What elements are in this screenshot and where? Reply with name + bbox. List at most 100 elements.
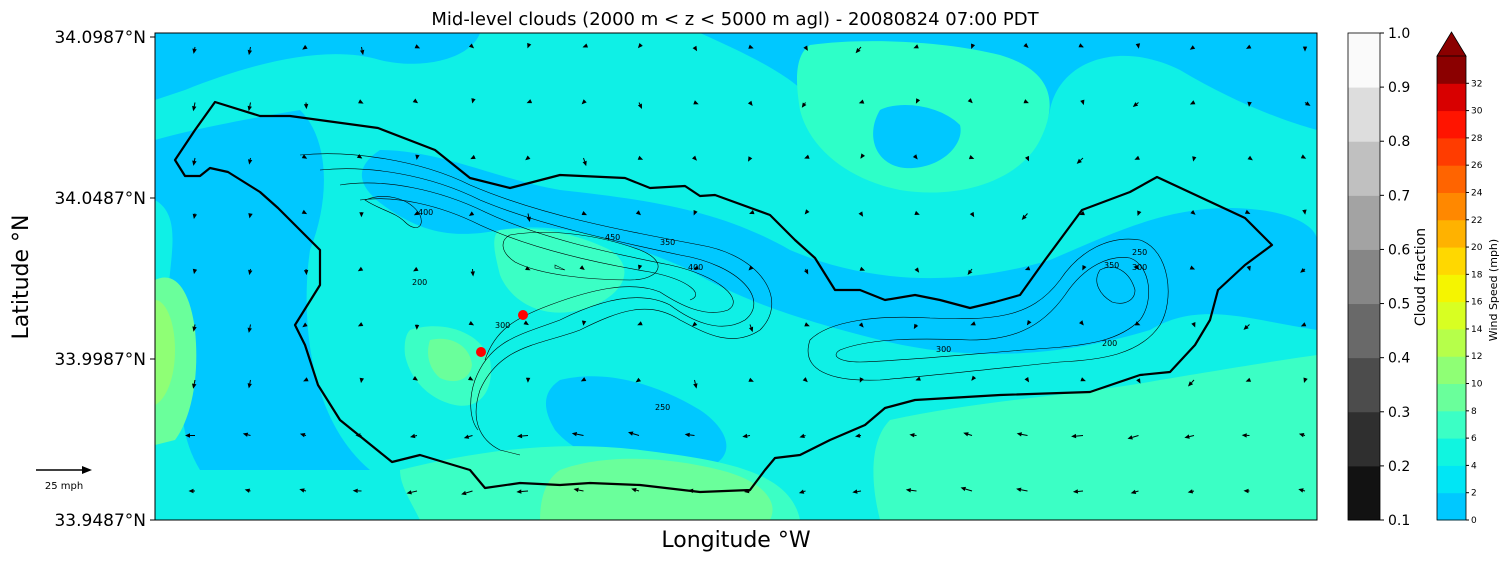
- contour-label: 300: [1132, 263, 1147, 272]
- wind-vector-head: [412, 98, 419, 104]
- wind-colorbar-tick-label: 24: [1471, 188, 1483, 198]
- cloud-colorbar-tick-label: 0.2: [1388, 459, 1410, 475]
- wind-vector: [1080, 157, 1084, 161]
- wind-vector-head: [798, 489, 805, 494]
- x-axis-label: Longitude °W: [661, 528, 810, 553]
- cloud-colorbar-tick-label: 1.0: [1388, 26, 1410, 42]
- wind-vector-head: [1079, 320, 1084, 326]
- wind-vector-head: [303, 269, 309, 276]
- wind-vector: [193, 157, 196, 162]
- wind-vector-head: [1135, 43, 1141, 49]
- wind-vector-head: [912, 154, 918, 160]
- wind-vector-head: [1189, 100, 1196, 105]
- cloud-colorbar-band: [1348, 357, 1380, 413]
- cloud-colorbar-tick-label: 0.8: [1388, 134, 1410, 150]
- wind-vector-head: [971, 43, 976, 49]
- wind-vector-head: [1082, 265, 1087, 271]
- wind-colorbar-band: [1437, 438, 1466, 466]
- wind-vector-head: [581, 99, 587, 105]
- wind-vector-head: [748, 265, 754, 271]
- cloud-colorbar-label: Cloud fraction: [1413, 228, 1429, 326]
- wind-vector-head: [526, 99, 533, 104]
- wind-vector: [1304, 102, 1307, 104]
- wind-vector-head: [748, 44, 754, 49]
- wind-vector-head: [913, 323, 919, 330]
- wind-vector: [527, 213, 530, 218]
- wind-vector: [1020, 489, 1028, 492]
- wind-vector-head: [302, 44, 308, 50]
- contour-line-350-east: [1096, 266, 1136, 304]
- wind-colorbar-band: [1437, 410, 1466, 439]
- wind-vector-head: [969, 211, 975, 218]
- wind-vector-head: [1079, 211, 1085, 216]
- wind-vector-head: [468, 376, 474, 381]
- cloud-colorbar-tick-label: 0.4: [1388, 351, 1410, 367]
- cloud-colorbar-tick-label: 0.5: [1388, 297, 1410, 313]
- contour-line-300: [339, 182, 734, 361]
- wind-vector-head: [1300, 322, 1307, 327]
- wind-vector-head: [523, 320, 529, 326]
- wind-vector-head: [967, 98, 973, 104]
- reference-vector-head: [82, 466, 92, 474]
- wind-vector-head: [799, 433, 805, 438]
- contour-label: 300: [495, 321, 510, 330]
- wind-vector-head: [693, 100, 699, 105]
- wind-vector-head: [1305, 101, 1311, 106]
- wind-vector-head: [470, 154, 476, 160]
- wind-vector: [583, 157, 586, 162]
- wind-vector-head: [1302, 209, 1307, 215]
- wind-vector: [249, 379, 251, 384]
- wind-vector-head: [742, 433, 748, 439]
- wind-vector-head: [242, 432, 249, 437]
- wind-vector-head: [1026, 320, 1032, 326]
- contour-line-400: [502, 231, 659, 281]
- wind-colorbar-band: [1437, 165, 1466, 193]
- wind-vector-head: [247, 327, 252, 333]
- wind-colorbar-tick-label: 0: [1471, 516, 1477, 526]
- wind-vector-head: [1134, 155, 1140, 160]
- wind-colorbar-tick-label: 16: [1471, 298, 1483, 308]
- y-tick-label: 34.0487°N: [54, 189, 146, 209]
- wind-vector-head: [303, 377, 309, 382]
- wind-vector-head: [968, 155, 975, 160]
- contour-labels: 400 450 350 400 200 300 250 250 350 300 …: [412, 208, 1147, 412]
- wind-vector-head: [1024, 377, 1030, 383]
- wind-vector-head: [357, 266, 364, 272]
- wind-vector-head: [748, 156, 753, 162]
- wind-vector-head: [1245, 377, 1252, 382]
- wind-vector-head: [1187, 489, 1194, 494]
- wind-vector-head: [414, 324, 420, 330]
- wind-colorbar-band: [1437, 110, 1466, 139]
- wind-vector-head: [915, 376, 921, 381]
- wind-vector-head: [1080, 377, 1086, 382]
- wind-vector-head: [302, 322, 308, 328]
- wind-colorbar-band: [1437, 192, 1466, 221]
- y-tick-label: 33.9487°N: [54, 511, 146, 531]
- wind-vector-head: [192, 213, 197, 219]
- wind-vector-head: [970, 321, 976, 326]
- wind-vector-head: [468, 211, 475, 216]
- wind-vector-head: [1025, 155, 1029, 162]
- wind-vector: [249, 324, 251, 329]
- wind-vector: [635, 489, 640, 492]
- wind-vector-head: [1132, 102, 1139, 107]
- cloud-colorbar-band: [1348, 141, 1380, 196]
- wind-vector-head: [414, 44, 421, 49]
- wind-vector-head: [247, 49, 252, 56]
- wind-vector: [304, 490, 307, 492]
- wind-vector-head: [1247, 101, 1252, 107]
- contour-label: 300: [936, 345, 951, 354]
- wind-colorbar-band: [1437, 137, 1466, 166]
- wind-vector-head: [247, 383, 252, 389]
- wind-vector: [857, 490, 862, 493]
- contour-line-350: [359, 198, 696, 301]
- wind-vector-head: [1072, 489, 1079, 494]
- wind-vector-head: [915, 98, 921, 104]
- site-marker: [476, 347, 486, 357]
- wind-vector: [804, 102, 806, 105]
- wind-vector-head: [1247, 155, 1253, 161]
- wind-vector-head: [852, 489, 858, 494]
- wind-vector-head: [248, 159, 253, 165]
- wind-vector-head: [749, 326, 754, 333]
